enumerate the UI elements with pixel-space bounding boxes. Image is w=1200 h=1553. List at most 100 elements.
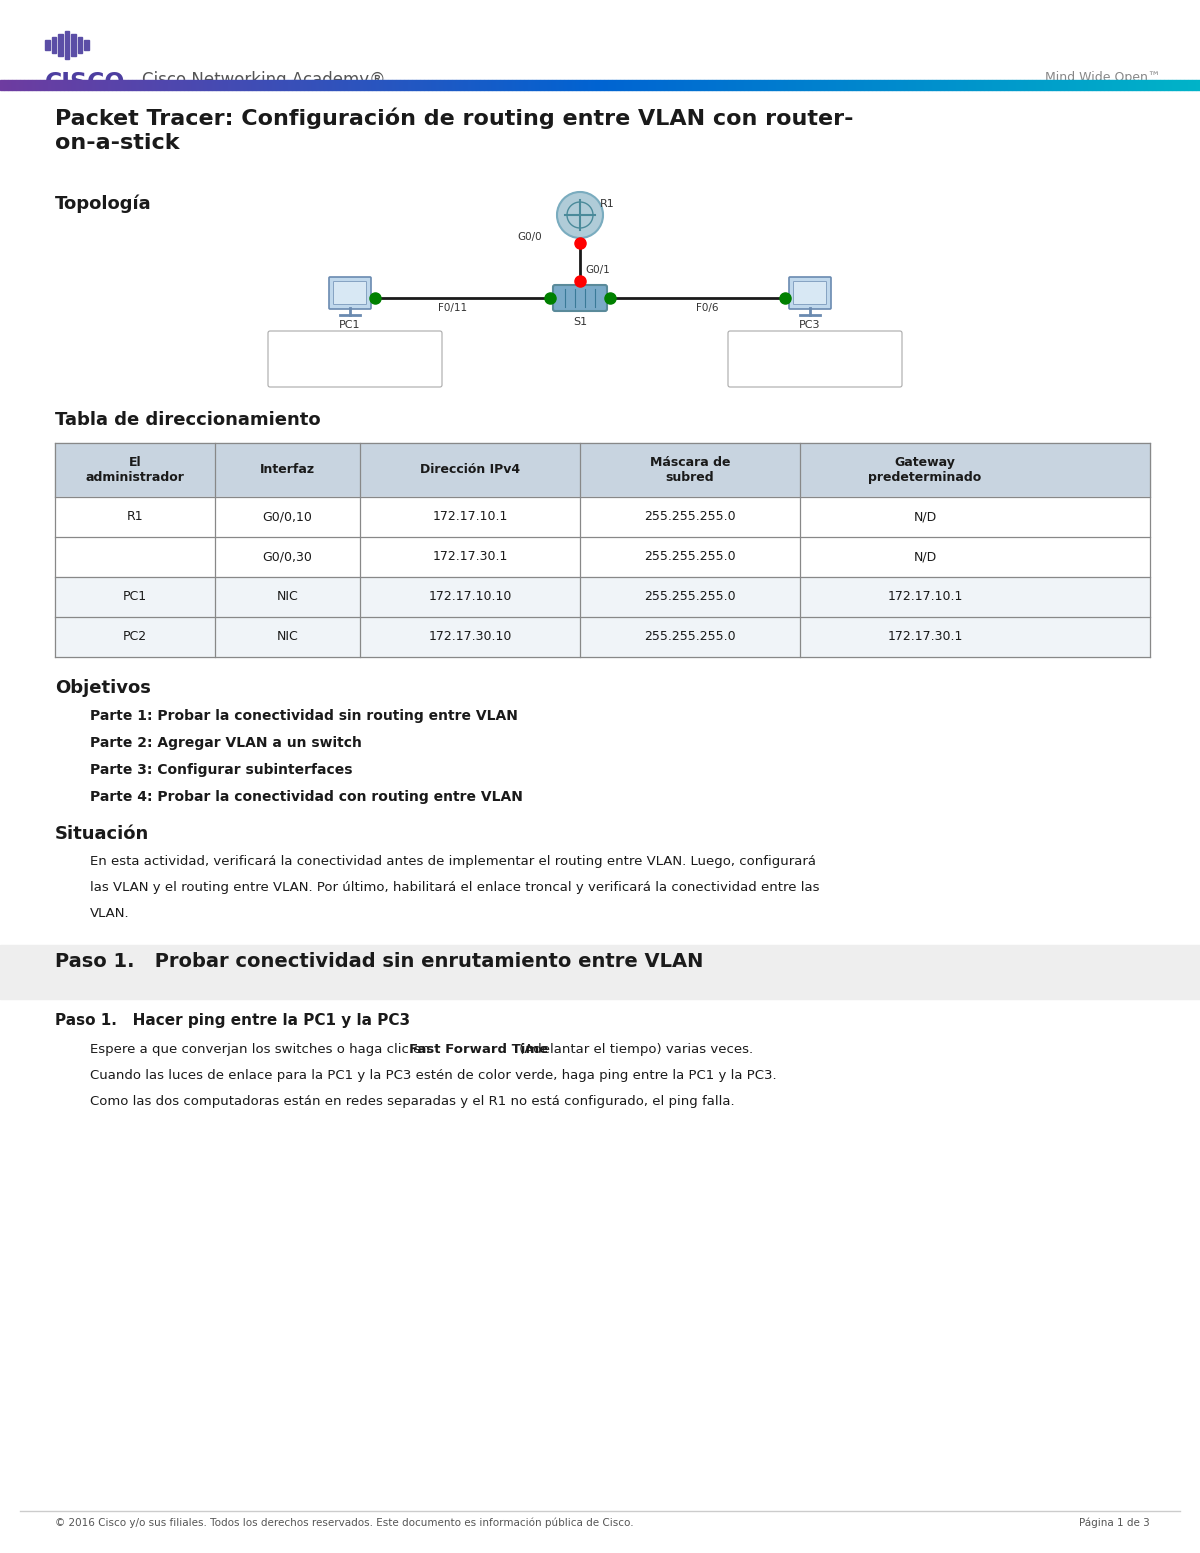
Bar: [744, 81, 748, 90]
Bar: [96, 81, 100, 90]
Bar: [452, 81, 456, 90]
Text: Paso 1.   Hacer ping entre la PC1 y la PC3: Paso 1. Hacer ping entre la PC1 y la PC3: [55, 1013, 410, 1028]
Bar: [480, 81, 484, 90]
Bar: [0, 944, 1200, 999]
Bar: [8, 81, 12, 90]
Text: Gateway
predeterminado: Gateway predeterminado: [869, 457, 982, 485]
Bar: [1096, 81, 1100, 90]
Text: Parte 1: Probar la conectividad sin routing entre VLAN: Parte 1: Probar la conectividad sin rout…: [90, 710, 518, 724]
Bar: [140, 81, 144, 90]
Bar: [312, 81, 316, 90]
Bar: [476, 81, 480, 90]
Bar: [428, 81, 432, 90]
Bar: [856, 81, 860, 90]
Text: R1: R1: [600, 199, 614, 210]
Bar: [764, 81, 768, 90]
Bar: [168, 81, 172, 90]
Bar: [724, 81, 728, 90]
Bar: [852, 81, 856, 90]
Text: 255.255.255.0: 255.255.255.0: [644, 511, 736, 523]
FancyBboxPatch shape: [268, 331, 442, 387]
Bar: [680, 81, 684, 90]
Bar: [728, 81, 732, 90]
Bar: [344, 81, 348, 90]
Bar: [272, 81, 276, 90]
Bar: [652, 81, 656, 90]
Bar: [816, 81, 820, 90]
Text: G0/0,30: G0/0,30: [263, 550, 312, 564]
Bar: [320, 81, 324, 90]
Bar: [180, 81, 184, 90]
Text: 172.17.30.10: 172.17.30.10: [428, 631, 511, 643]
Text: 255.255.255.0: 255.255.255.0: [644, 550, 736, 564]
Bar: [892, 81, 896, 90]
Bar: [1160, 81, 1164, 90]
Bar: [456, 81, 460, 90]
Bar: [92, 81, 96, 90]
Bar: [52, 37, 56, 53]
Text: G0/0: G0/0: [517, 231, 542, 242]
Bar: [776, 81, 780, 90]
Bar: [864, 81, 868, 90]
Bar: [124, 81, 128, 90]
Bar: [400, 81, 404, 90]
Bar: [604, 81, 608, 90]
Bar: [276, 81, 280, 90]
Bar: [1128, 81, 1132, 90]
FancyBboxPatch shape: [728, 331, 902, 387]
Bar: [536, 81, 540, 90]
Bar: [924, 81, 928, 90]
Bar: [292, 81, 296, 90]
Text: N/D: N/D: [913, 550, 937, 564]
Bar: [324, 81, 328, 90]
Bar: [588, 81, 592, 90]
Bar: [252, 81, 256, 90]
Bar: [660, 81, 664, 90]
Text: S1: S1: [572, 317, 587, 328]
Bar: [204, 81, 208, 90]
Bar: [644, 81, 648, 90]
Bar: [920, 81, 924, 90]
Bar: [220, 81, 224, 90]
Bar: [1004, 81, 1008, 90]
Bar: [4, 81, 8, 90]
Bar: [55, 578, 1150, 617]
Bar: [664, 81, 668, 90]
Bar: [172, 81, 176, 90]
Bar: [256, 81, 260, 90]
Bar: [176, 81, 180, 90]
Bar: [840, 81, 844, 90]
Bar: [492, 81, 496, 90]
Bar: [348, 81, 352, 90]
Text: Topología: Topología: [55, 196, 151, 213]
Bar: [392, 81, 396, 90]
Bar: [208, 81, 212, 90]
Bar: [952, 81, 956, 90]
Text: PC3: PC3: [799, 320, 821, 329]
Bar: [1020, 81, 1024, 90]
Bar: [904, 81, 908, 90]
Text: 172.17.30.1: 172.17.30.1: [887, 631, 962, 643]
Bar: [60, 81, 64, 90]
Bar: [976, 81, 980, 90]
Bar: [164, 81, 168, 90]
Bar: [100, 81, 104, 90]
Bar: [440, 81, 444, 90]
Bar: [884, 81, 888, 90]
Bar: [1104, 81, 1108, 90]
Bar: [71, 34, 76, 56]
Text: F0/6: F0/6: [696, 303, 719, 314]
Bar: [340, 81, 344, 90]
Bar: [916, 81, 920, 90]
Text: F0/11: F0/11: [438, 303, 467, 314]
Bar: [52, 81, 56, 90]
FancyBboxPatch shape: [334, 281, 366, 304]
Text: 255.255.255.0: 255.255.255.0: [644, 631, 736, 643]
Bar: [912, 81, 916, 90]
Bar: [992, 81, 996, 90]
Bar: [616, 81, 620, 90]
Bar: [360, 81, 364, 90]
Bar: [184, 81, 188, 90]
Bar: [1032, 81, 1036, 90]
Text: Parte 2: Agregar VLAN a un switch: Parte 2: Agregar VLAN a un switch: [90, 736, 362, 750]
